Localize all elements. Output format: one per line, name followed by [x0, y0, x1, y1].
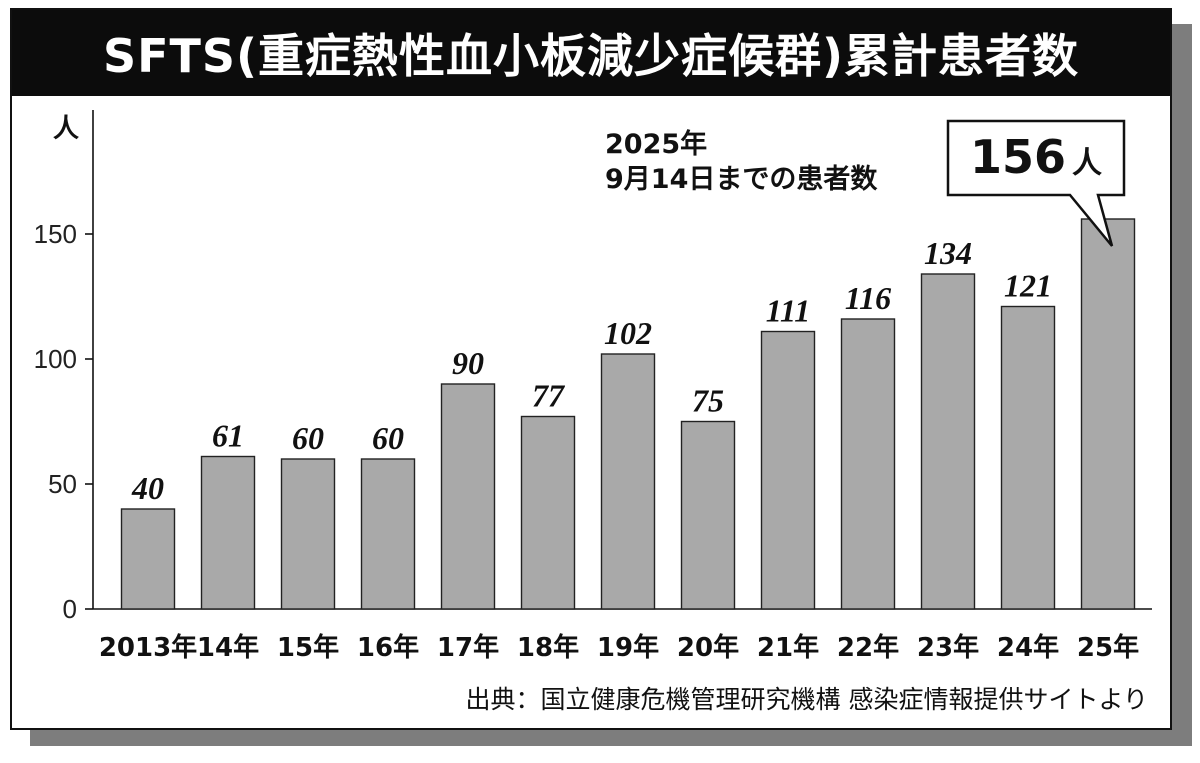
data-label: 77 [532, 378, 566, 414]
x-tick-label: 20年 [677, 632, 739, 663]
bar [280, 458, 336, 610]
y-tick-label: 50 [48, 469, 77, 499]
callout-bubble [946, 119, 1126, 247]
bar [840, 318, 896, 610]
x-tick-label: 21年 [757, 632, 819, 663]
bar [520, 415, 576, 610]
bar [200, 455, 256, 610]
bar [120, 508, 176, 610]
bar [920, 273, 976, 610]
note-line2: 9月14日までの患者数 [605, 164, 878, 195]
y-axis-label: 人 [53, 114, 79, 144]
x-tick-label: 14年 [197, 632, 259, 663]
data-label: 61 [212, 418, 244, 454]
x-tick-label: 25年 [1077, 632, 1139, 663]
data-label: 40 [131, 470, 164, 506]
data-label: 121 [1004, 268, 1052, 304]
bar [360, 458, 416, 610]
y-tick-label: 100 [34, 344, 77, 374]
note-line1: 2025年 [605, 128, 707, 160]
callout: 156 人 [946, 119, 1126, 247]
x-tick-label: 16年 [357, 632, 419, 663]
bar [760, 330, 816, 610]
source-note: 出典：国立健康危機管理研究機構 感染症情報提供サイトより [466, 685, 1148, 714]
chart-title: SFTS(重症熱性血小板減少症候群)累計患者数 [102, 29, 1080, 83]
data-label: 75 [692, 383, 724, 419]
callout-unit: 人 [1072, 146, 1102, 181]
x-tick-label: 24年 [997, 632, 1059, 663]
bar [680, 420, 736, 610]
data-label: 116 [845, 280, 891, 316]
bar [1000, 305, 1056, 610]
x-tick-label: 23年 [917, 632, 979, 663]
x-tick-label: 17年 [437, 632, 499, 663]
callout-value: 156 [970, 130, 1066, 184]
labels: 2013年 40 14年 61 15年 60 16年 60 17年 90 18年 77 19年 102 20… [99, 235, 1139, 663]
data-label: 90 [452, 345, 484, 381]
x-tick-label: 2013年 [99, 632, 197, 663]
bar [1080, 218, 1136, 610]
title-bar: SFTS(重症熱性血小板減少症候群)累計患者数 [12, 10, 1170, 96]
data-label: 60 [292, 420, 324, 456]
x-tick-label: 22年 [837, 632, 899, 663]
data-label: 102 [604, 315, 652, 351]
y-tick-label: 150 [34, 219, 77, 249]
y-tick-label: 0 [63, 594, 77, 624]
bars [120, 218, 1136, 610]
data-label: 60 [372, 420, 404, 456]
data-label: 134 [924, 235, 972, 271]
x-tick-label: 19年 [597, 632, 659, 663]
data-label: 111 [766, 293, 810, 329]
bar [600, 353, 656, 610]
bar [440, 383, 496, 610]
x-tick-label: 18年 [517, 632, 579, 663]
x-tick-label: 15年 [277, 632, 339, 663]
